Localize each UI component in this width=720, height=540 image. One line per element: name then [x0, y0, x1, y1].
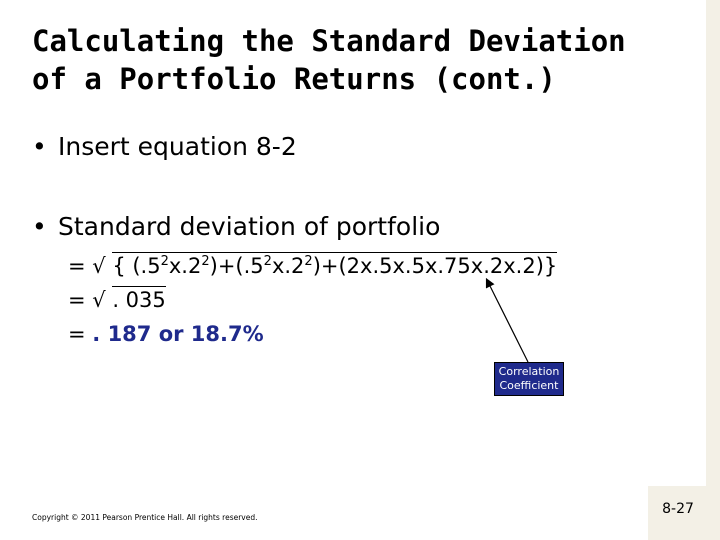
bullet-insert-equation: • Insert equation 8-2: [32, 132, 297, 162]
bullet-text: Standard deviation of portfolio: [58, 212, 441, 241]
equation-line-2: = √ . 035: [68, 286, 166, 313]
slide-right-margin: [706, 0, 720, 540]
equation-prefix: = √: [68, 288, 113, 312]
equation-line-3: = . 187 or 18.7%: [68, 321, 264, 347]
bullet-marker: •: [32, 132, 47, 161]
correlation-coefficient-callout: Correlation Coefficient: [494, 362, 564, 396]
equation-result: . 187 or 18.7%: [92, 322, 264, 346]
bullet-text: Insert equation 8-2: [58, 132, 297, 161]
callout-line-1: Correlation: [498, 365, 560, 378]
bullet-marker: •: [32, 212, 47, 241]
page-number: 8-27: [648, 486, 708, 540]
slide-title: Calculating the Standard Deviation of a …: [32, 22, 626, 98]
slide-title-line-2: of a Portfolio Returns (cont.): [32, 62, 556, 96]
equation-line-1: = √ { (.52x.22)+(.52x.22)+(2x.5x.5x.75x.…: [68, 252, 558, 279]
callout-line-2: Coefficient: [499, 379, 559, 392]
equation-radicand-2: . 035: [112, 286, 166, 312]
bullet-standard-deviation: • Standard deviation of portfolio: [32, 212, 440, 242]
equation-prefix: =: [68, 322, 93, 346]
copyright-footer: Copyright © 2011 Pearson Prentice Hall. …: [32, 513, 258, 522]
equation-radicand-1: { (.52x.22)+(.52x.22)+(2x.5x.5x.75x.2x.2…: [112, 252, 558, 278]
slide-title-line-1: Calculating the Standard Deviation: [32, 24, 626, 58]
equation-prefix: = √: [68, 254, 113, 278]
